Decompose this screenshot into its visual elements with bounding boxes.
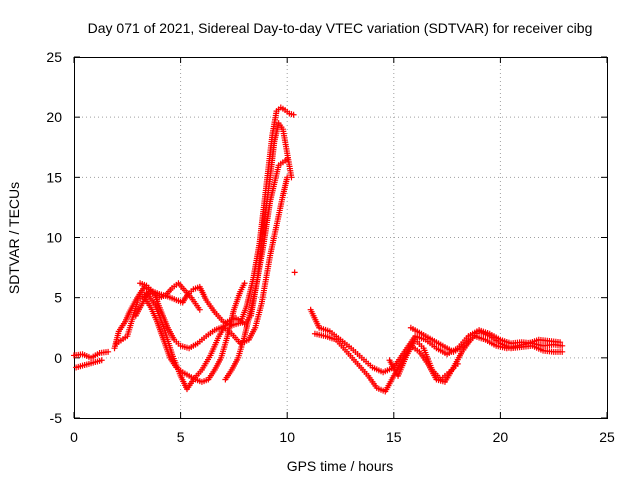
data-point xyxy=(559,342,566,349)
y-tick-label: 5 xyxy=(54,290,62,306)
x-axis-label: GPS time / hours xyxy=(287,458,394,474)
data-point xyxy=(284,156,291,163)
y-tick-label: -5 xyxy=(50,410,63,426)
y-tick-label: 25 xyxy=(46,49,62,65)
y-tick-label: 15 xyxy=(46,169,62,185)
x-tick-label: 0 xyxy=(70,429,78,445)
data-point xyxy=(98,357,105,364)
points-layer xyxy=(71,104,566,395)
y-tick-label: 20 xyxy=(46,109,62,125)
grid-layer xyxy=(74,57,607,418)
tick-layer: 0 5 10 15 20 25 -5 0 5 10 15 20 25 xyxy=(46,49,615,445)
x-tick-label: 5 xyxy=(177,429,185,445)
chart-title: Day 071 of 2021, Sidereal Day-to-day VTE… xyxy=(88,20,593,36)
data-point xyxy=(105,348,112,355)
data-point xyxy=(284,174,291,181)
x-tick-label: 15 xyxy=(386,429,402,445)
x-tick-label: 10 xyxy=(279,429,295,445)
data-point xyxy=(291,269,298,276)
x-tick-label: 20 xyxy=(493,429,509,445)
data-point xyxy=(241,280,248,287)
data-point xyxy=(290,111,297,118)
y-tick-label: 0 xyxy=(54,350,62,366)
data-point xyxy=(557,339,564,346)
y-axis-label: SDTVAR / TECUs xyxy=(6,182,22,294)
data-point xyxy=(559,348,566,355)
x-tick-label: 25 xyxy=(599,429,615,445)
data-point xyxy=(454,360,461,367)
y-tick-label: 10 xyxy=(46,230,62,246)
data-point xyxy=(196,306,203,313)
